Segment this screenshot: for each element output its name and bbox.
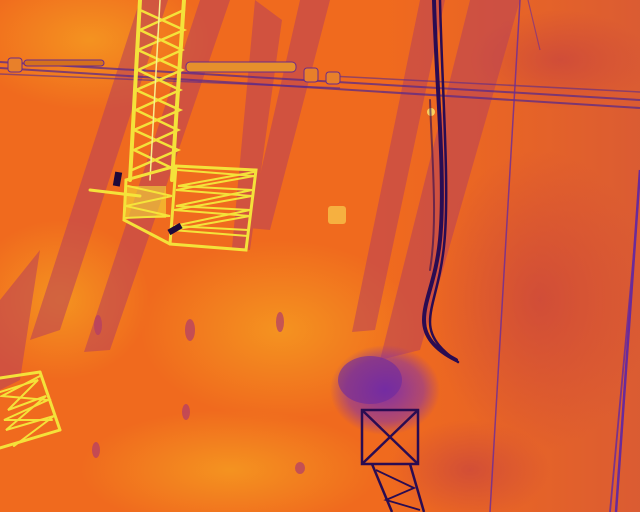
ground-spots (92, 312, 305, 474)
horizontal-transmission-lines (0, 61, 640, 109)
hot-lattice-tower-lower-left (0, 370, 62, 450)
cold-zone-lower-tower-core (338, 356, 402, 404)
warm-small-object (328, 206, 346, 224)
cold-tower-base-lower-center (360, 408, 426, 512)
hot-tower-base-frame (88, 164, 258, 252)
insulator-strings (7, 57, 341, 85)
power-cable-bundle (421, 0, 460, 364)
thin-wires (489, 0, 640, 512)
hot-lattice-tower-top-left (128, 0, 188, 182)
tower-equipment-markers (112, 171, 183, 236)
